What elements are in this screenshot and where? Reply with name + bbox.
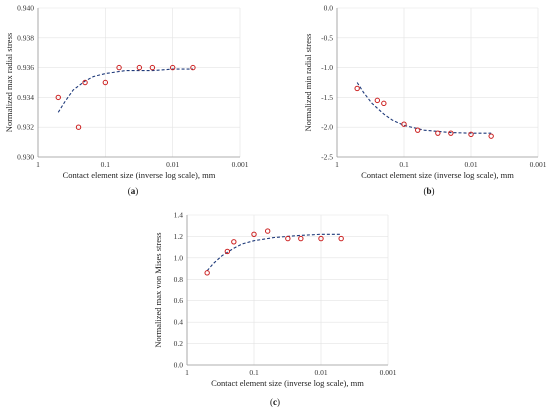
panel-label-paren: ) [277, 397, 280, 407]
data-point [264, 228, 271, 234]
panel-label-paren: ( [128, 186, 131, 196]
y-tick-label: -1.0 [321, 63, 333, 72]
panel-label: (a) [128, 186, 139, 196]
chart-panel-c: 0.0 0.2 0.4 0.6 0.8 1.0 1.2 1.4 1 0.1 0.01 0.001 Con… [153, 211, 397, 408]
x-tick-label: 0.1 [249, 368, 259, 377]
y-axis-label: Normalized max radial stress [4, 33, 14, 132]
data-point [82, 79, 88, 86]
data-point [136, 64, 143, 71]
x-axis-label: Contact element size (inverse log scale)… [361, 170, 514, 180]
data-point [116, 64, 122, 71]
x-tick-label: 0.001 [530, 160, 547, 169]
y-tick-label: 0.936 [17, 63, 34, 72]
data-point [381, 100, 387, 107]
y-tick-label: -2.5 [321, 153, 333, 162]
y-tick-label: 0.4 [174, 318, 184, 327]
x-tick-label: 1 [335, 160, 339, 169]
data-point [338, 235, 344, 242]
panel-label: (c) [270, 397, 280, 407]
data-point [251, 231, 257, 237]
data-point [488, 133, 494, 139]
y-tick-label: 0.0 [324, 4, 334, 13]
data-point [354, 85, 360, 92]
y-tick-label: 0.938 [17, 33, 34, 42]
x-tick-label: 0.01 [314, 368, 327, 377]
data-point [75, 124, 82, 130]
x-axis-label: Contact element size (inverse log scale)… [211, 378, 364, 388]
x-tick-label: 0.001 [380, 368, 397, 377]
panel-label-paren: ( [423, 186, 426, 196]
y-tick-label: 0.934 [17, 93, 34, 102]
panel-label-paren: ) [135, 186, 138, 196]
trend-line [206, 233, 342, 272]
data-point [149, 64, 156, 71]
data-point [169, 64, 176, 71]
x-tick-label: 0.001 [232, 160, 249, 169]
panel-label-paren: ) [432, 186, 435, 196]
data-point [374, 97, 381, 104]
y-tick-label: 0.8 [174, 275, 184, 284]
data-point [224, 248, 231, 255]
data-point [190, 64, 196, 71]
y-axis-label: Normalized min radial stress [303, 34, 313, 132]
y-tick-label: 0.2 [174, 339, 184, 348]
y-tick-label: 0.0 [174, 361, 184, 370]
data-point [204, 270, 210, 276]
chart-panel-b: -2.5-2.0-1.5-1.0-0.50.01 0.1 0.01 0.001Cont… [303, 4, 547, 197]
x-tick-label: 1 [36, 160, 40, 169]
x-tick-label: 0.01 [166, 160, 179, 169]
y-tick-label: -1.5 [321, 93, 333, 102]
y-tick-label: -2.0 [321, 123, 333, 132]
x-tick-label: 1 [185, 368, 189, 377]
panel-label: (b) [423, 186, 434, 196]
data-point [55, 94, 61, 101]
data-point [298, 235, 304, 242]
trend-line [57, 68, 193, 113]
data-point [448, 130, 454, 136]
x-axis-label: Contact element size (inverse log scale)… [63, 170, 216, 180]
y-tick-label: -0.5 [321, 33, 333, 42]
panel-label-letter: a [131, 186, 136, 196]
y-tick-label: 1.4 [174, 211, 184, 220]
trend-line [356, 82, 492, 134]
x-tick-label: 0.01 [464, 160, 477, 169]
x-tick-label: 0.1 [399, 160, 409, 169]
data-point [285, 235, 291, 242]
panel-label-letter: c [273, 397, 277, 407]
data-point [401, 121, 407, 127]
data-point [414, 127, 421, 133]
y-axis-label: Normalized max von Mises stress [153, 232, 163, 347]
chart-panel-a: 0.930 0.932 0.934 0.936 0.938 0.940 1 0.1 0.01 0.… [4, 4, 249, 197]
y-tick-label: 0.6 [174, 296, 184, 305]
y-tick-label: 0.940 [17, 4, 34, 13]
data-point [435, 130, 441, 136]
y-tick-label: 1.2 [174, 232, 184, 241]
panel-label-paren: ( [270, 397, 273, 407]
data-point [102, 79, 109, 86]
y-tick-label: 1.0 [174, 253, 184, 262]
data-point [231, 239, 237, 245]
panel-label-letter: b [426, 186, 431, 196]
data-point [468, 131, 474, 138]
y-tick-label: 0.932 [17, 123, 34, 132]
x-tick-label: 0.1 [101, 160, 111, 169]
data-point [318, 235, 324, 242]
y-tick-label: 0.930 [17, 153, 34, 162]
